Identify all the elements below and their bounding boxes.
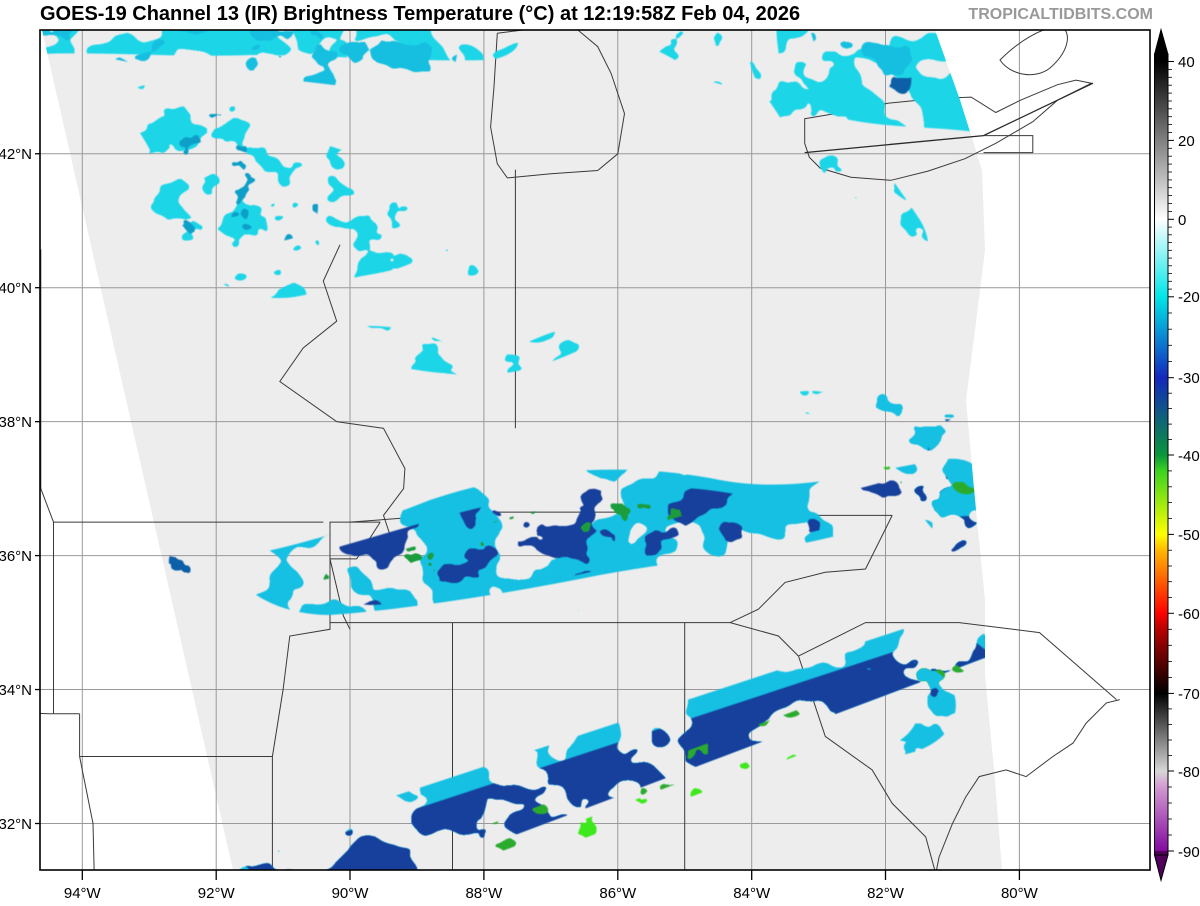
svg-text:-60: -60 [1178,606,1200,623]
svg-text:84°W: 84°W [733,885,771,902]
svg-text:82°W: 82°W [867,885,905,902]
svg-text:86°W: 86°W [599,885,637,902]
svg-text:92°W: 92°W [198,885,236,902]
svg-text:88°W: 88°W [465,885,503,902]
svg-text:-70: -70 [1178,686,1200,703]
svg-text:-80: -80 [1178,764,1200,781]
svg-text:32°N: 32°N [0,816,32,833]
svg-text:GOES-19 Channel 13 (IR) Bright: GOES-19 Channel 13 (IR) Brightness Tempe… [40,3,800,25]
svg-text:-90: -90 [1178,844,1200,861]
svg-text:40: 40 [1178,54,1195,71]
svg-text:38°N: 38°N [0,414,32,431]
svg-text:90°W: 90°W [332,885,370,902]
svg-text:-20: -20 [1178,289,1200,306]
svg-text:36°N: 36°N [0,548,32,565]
svg-text:TROPICALTIDBITS.COM: TROPICALTIDBITS.COM [968,6,1153,23]
svg-text:0: 0 [1178,212,1186,229]
svg-text:40°N: 40°N [0,280,32,297]
svg-text:94°W: 94°W [64,885,102,902]
svg-text:34°N: 34°N [0,682,32,699]
svg-text:42°N: 42°N [0,146,32,163]
svg-text:-50: -50 [1178,527,1200,544]
svg-text:-30: -30 [1178,370,1200,387]
svg-text:20: 20 [1178,133,1195,150]
svg-text:80°W: 80°W [1001,885,1039,902]
svg-text:-40: -40 [1178,448,1200,465]
